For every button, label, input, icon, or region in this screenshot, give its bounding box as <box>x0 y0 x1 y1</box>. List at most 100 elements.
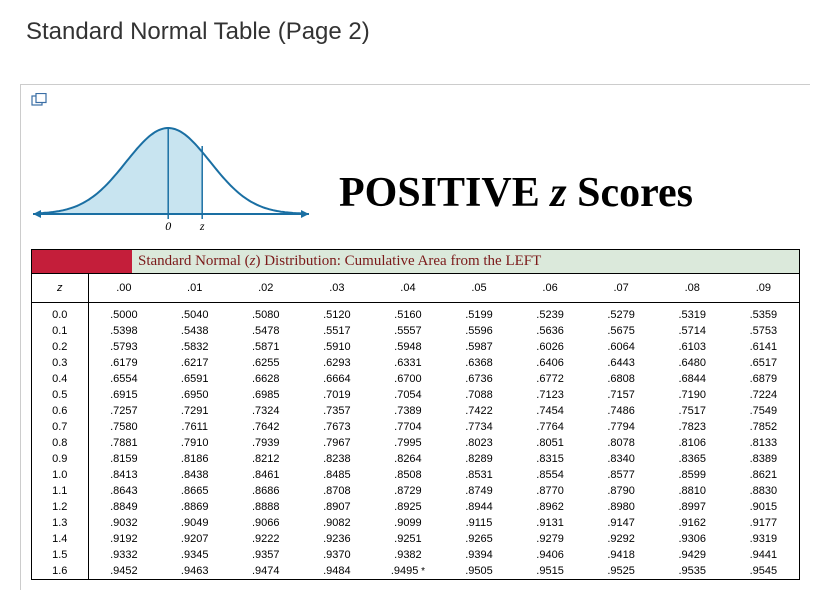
z-cell: .9418 <box>586 547 657 563</box>
z-cell: .6700 <box>372 371 443 387</box>
z-cell: .6103 <box>657 339 728 355</box>
z-cell: .7764 <box>515 419 586 435</box>
col-header-z: z <box>32 274 88 303</box>
z-cell: .9463 <box>159 563 230 579</box>
table-row: 1.3.9032.9049.9066.9082.9099.9115.9131.9… <box>32 515 799 531</box>
z-cell: .6293 <box>301 355 372 371</box>
z-cell: .9236 <box>301 531 372 547</box>
z-cell: .8413 <box>88 467 159 483</box>
z-cell: .6664 <box>301 371 372 387</box>
popout-icon[interactable] <box>31 93 47 107</box>
z-cell: .7088 <box>443 387 514 403</box>
table-row: 0.9.8159.8186.8212.8238.8264.8289.8315.8… <box>32 451 799 467</box>
z-cell: .5596 <box>443 323 514 339</box>
z-cell: .6772 <box>515 371 586 387</box>
row-label: 0.8 <box>32 435 88 451</box>
z-cell: .9370 <box>301 547 372 563</box>
z-cell: .5080 <box>230 303 301 324</box>
z-cell: .8340 <box>586 451 657 467</box>
z-cell: .9306 <box>657 531 728 547</box>
table-row: 0.8.7881.7910.7939.7967.7995.8023.8051.8… <box>32 435 799 451</box>
z-cell: .9382 <box>372 547 443 563</box>
z-cell: .6406 <box>515 355 586 371</box>
z-cell: .9192 <box>88 531 159 547</box>
z-cell: .9222 <box>230 531 301 547</box>
z-cell: .8159 <box>88 451 159 467</box>
z-table: z.00.01.02.03.04.05.06.07.08.09 0.0.5000… <box>32 274 799 579</box>
z-cell: .7324 <box>230 403 301 419</box>
z-cell: .6844 <box>657 371 728 387</box>
z-cell: .8133 <box>728 435 799 451</box>
z-cell: .9545 <box>728 563 799 579</box>
z-cell: .5557 <box>372 323 443 339</box>
z-cell: .9332 <box>88 547 159 563</box>
z-cell: .5675 <box>586 323 657 339</box>
table-row: 0.6.7257.7291.7324.7357.7389.7422.7454.7… <box>32 403 799 419</box>
content-panel: 0z POSITIVE z Scores Standard Normal (z)… <box>20 84 810 590</box>
z-cell: .8186 <box>159 451 230 467</box>
z-cell: .6915 <box>88 387 159 403</box>
z-cell: .7704 <box>372 419 443 435</box>
z-cell: .6985 <box>230 387 301 403</box>
z-cell: .5832 <box>159 339 230 355</box>
z-cell: .9177 <box>728 515 799 531</box>
z-cell: .6064 <box>586 339 657 355</box>
z-cell: .7422 <box>443 403 514 419</box>
z-cell: .7224 <box>728 387 799 403</box>
z-cell: .9131 <box>515 515 586 531</box>
z-cell: .8980 <box>586 499 657 515</box>
col-header: .05 <box>443 274 514 303</box>
z-cell: .8925 <box>372 499 443 515</box>
z-cell: .7734 <box>443 419 514 435</box>
z-cell: .8365 <box>657 451 728 467</box>
z-cell: .9452 <box>88 563 159 579</box>
row-label: 0.1 <box>32 323 88 339</box>
z-cell: .8869 <box>159 499 230 515</box>
z-cell: .7549 <box>728 403 799 419</box>
z-cell: .7486 <box>586 403 657 419</box>
z-cell: .7291 <box>159 403 230 419</box>
z-cell: .5636 <box>515 323 586 339</box>
z-cell: .6628 <box>230 371 301 387</box>
z-cell: .5279 <box>586 303 657 324</box>
table-row: 0.7.7580.7611.7642.7673.7704.7734.7764.7… <box>32 419 799 435</box>
z-cell: .8485 <box>301 467 372 483</box>
z-cell: .7910 <box>159 435 230 451</box>
z-cell: .7123 <box>515 387 586 403</box>
table-row: 0.3.6179.6217.6255.6293.6331.6368.6406.6… <box>32 355 799 371</box>
z-cell: .8665 <box>159 483 230 499</box>
z-cell: .9345 <box>159 547 230 563</box>
z-cell: .7054 <box>372 387 443 403</box>
row-label: 0.0 <box>32 303 88 324</box>
z-cell: .5319 <box>657 303 728 324</box>
hero-row: 0z POSITIVE z Scores <box>31 106 800 241</box>
z-cell: .7357 <box>301 403 372 419</box>
z-cell: .8729 <box>372 483 443 499</box>
z-cell: .9115 <box>443 515 514 531</box>
z-cell: .7257 <box>88 403 159 419</box>
z-cell: .9147 <box>586 515 657 531</box>
z-cell: .5714 <box>657 323 728 339</box>
z-cell: .8907 <box>301 499 372 515</box>
z-cell: .9066 <box>230 515 301 531</box>
table-row: 1.2.8849.8869.8888.8907.8925.8944.8962.8… <box>32 499 799 515</box>
z-cell: .6879 <box>728 371 799 387</box>
z-cell: .5359 <box>728 303 799 324</box>
table-row: 0.0.5000.5040.5080.5120.5160.5199.5239.5… <box>32 303 799 324</box>
z-cell: .6179 <box>88 355 159 371</box>
z-cell: .8790 <box>586 483 657 499</box>
z-cell: .8289 <box>443 451 514 467</box>
z-cell: .8599 <box>657 467 728 483</box>
col-header: .02 <box>230 274 301 303</box>
z-cell: .9265 <box>443 531 514 547</box>
svg-text:0: 0 <box>165 219 171 233</box>
col-header: .07 <box>586 274 657 303</box>
z-table-container: Standard Normal (z) Distribution: Cumula… <box>31 249 800 580</box>
z-cell: .7190 <box>657 387 728 403</box>
z-cell: .6368 <box>443 355 514 371</box>
z-cell: .9162 <box>657 515 728 531</box>
row-label: 1.6 <box>32 563 88 579</box>
z-cell: .7517 <box>657 403 728 419</box>
z-cell: .5160 <box>372 303 443 324</box>
row-label: 0.5 <box>32 387 88 403</box>
